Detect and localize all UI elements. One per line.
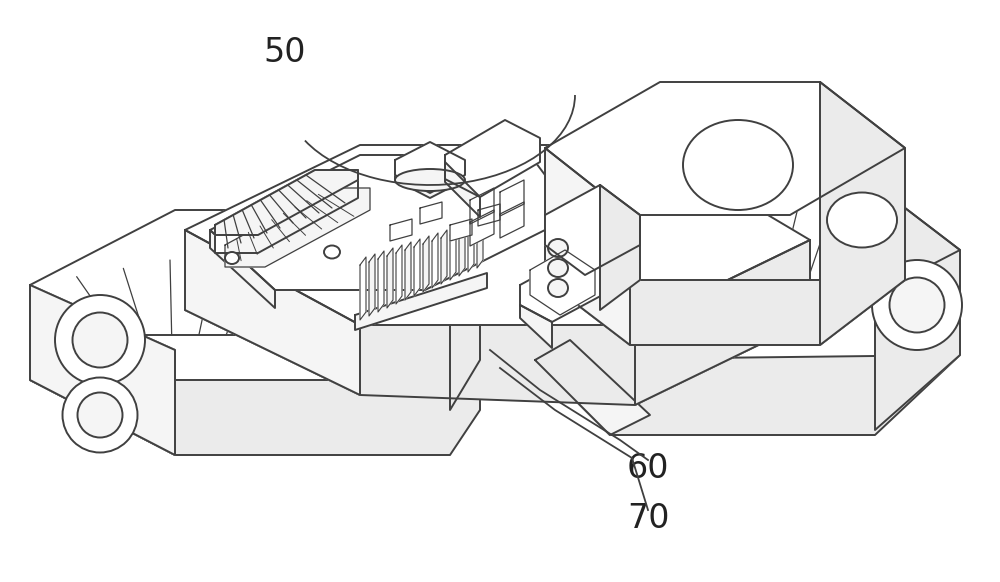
Polygon shape (535, 260, 610, 435)
Ellipse shape (827, 193, 897, 247)
Polygon shape (215, 170, 358, 235)
Polygon shape (450, 227, 456, 280)
Polygon shape (355, 273, 487, 330)
Polygon shape (423, 236, 429, 292)
Polygon shape (820, 82, 905, 345)
Polygon shape (378, 251, 384, 312)
Polygon shape (545, 280, 905, 345)
Polygon shape (210, 230, 275, 308)
Ellipse shape (62, 378, 138, 452)
Polygon shape (468, 221, 474, 272)
Polygon shape (445, 120, 540, 197)
Polygon shape (535, 340, 650, 435)
Polygon shape (535, 185, 960, 325)
Polygon shape (30, 380, 480, 455)
Polygon shape (30, 285, 175, 455)
Ellipse shape (395, 169, 465, 191)
Text: 70: 70 (627, 502, 669, 534)
Polygon shape (210, 155, 575, 290)
Ellipse shape (872, 260, 962, 350)
Ellipse shape (683, 120, 793, 210)
Ellipse shape (78, 392, 122, 438)
Polygon shape (30, 210, 480, 335)
Polygon shape (369, 254, 375, 316)
Polygon shape (520, 255, 608, 322)
Text: 50: 50 (264, 36, 306, 69)
Ellipse shape (890, 278, 944, 332)
Polygon shape (459, 224, 465, 276)
Polygon shape (450, 210, 480, 410)
Polygon shape (477, 218, 483, 268)
Polygon shape (520, 305, 552, 348)
Ellipse shape (55, 295, 145, 385)
Polygon shape (420, 202, 442, 224)
Polygon shape (395, 160, 465, 198)
Ellipse shape (72, 313, 128, 367)
Ellipse shape (548, 239, 568, 257)
Polygon shape (450, 219, 472, 241)
Polygon shape (396, 245, 402, 304)
Ellipse shape (324, 246, 340, 258)
Polygon shape (30, 285, 175, 455)
Polygon shape (441, 230, 447, 284)
Text: 60: 60 (627, 452, 669, 484)
Ellipse shape (225, 252, 239, 264)
Polygon shape (600, 185, 640, 310)
Polygon shape (500, 202, 524, 238)
Polygon shape (185, 230, 360, 395)
Polygon shape (395, 142, 465, 193)
Polygon shape (360, 257, 366, 320)
Polygon shape (387, 248, 393, 308)
Polygon shape (405, 242, 411, 300)
Polygon shape (875, 185, 960, 430)
Polygon shape (545, 148, 630, 345)
Polygon shape (215, 170, 358, 253)
Polygon shape (185, 310, 810, 405)
Polygon shape (470, 188, 494, 224)
Polygon shape (432, 233, 438, 288)
Ellipse shape (548, 279, 568, 297)
Polygon shape (445, 162, 480, 217)
Polygon shape (530, 250, 595, 315)
Polygon shape (535, 355, 960, 435)
Polygon shape (478, 204, 500, 226)
Polygon shape (390, 219, 412, 241)
Polygon shape (545, 185, 640, 275)
Polygon shape (414, 239, 420, 296)
Polygon shape (635, 240, 810, 405)
Polygon shape (225, 188, 370, 267)
Ellipse shape (548, 259, 568, 277)
Polygon shape (545, 82, 905, 215)
Polygon shape (470, 210, 494, 246)
Polygon shape (500, 180, 524, 216)
Polygon shape (185, 145, 810, 325)
